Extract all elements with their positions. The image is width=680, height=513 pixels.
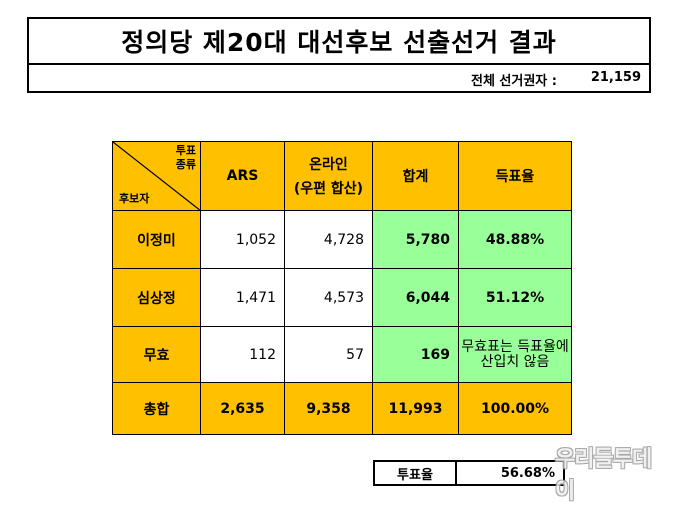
sum-row: 총합 2,635 9,358 11,993 100.00% bbox=[112, 382, 572, 435]
online-value: 4,728 bbox=[284, 210, 373, 269]
corner-top-line1: 투표 bbox=[175, 144, 196, 157]
header-total: 합계 bbox=[372, 141, 459, 211]
total-value: 6,044 bbox=[372, 268, 459, 327]
sum-ars: 2,635 bbox=[200, 382, 285, 435]
corner-bottom-label: 후보자 bbox=[119, 192, 150, 205]
table-row: 이정미 1,052 4,728 5,780 48.88% bbox=[112, 210, 572, 269]
turnout-value: 56.68% bbox=[500, 465, 555, 481]
candidate-name: 이정미 bbox=[112, 210, 201, 269]
ars-value: 1,471 bbox=[200, 268, 285, 327]
voter-count-bar: 전체 선거권자 : 21,159 bbox=[27, 65, 651, 93]
rate-value: 48.88% bbox=[458, 210, 572, 269]
total-value: 5,780 bbox=[372, 210, 459, 269]
ars-value: 1,052 bbox=[200, 210, 285, 269]
corner-top-label: 투표 종류 bbox=[176, 144, 196, 172]
page-title: 정의당 제20대 대선후보 선출선거 결과 bbox=[27, 17, 651, 65]
voter-count-value: 21,159 bbox=[590, 70, 641, 85]
sum-label: 총합 bbox=[112, 382, 201, 435]
sum-online: 9,358 bbox=[284, 382, 373, 435]
header-online-line2: (우편 합산) bbox=[293, 181, 364, 197]
ars-value: 112 bbox=[200, 326, 285, 383]
header-row: 투표 종류 후보자 ARS 온라인 (우편 합산) 합계 득표율 bbox=[112, 141, 572, 211]
header-ars: ARS bbox=[200, 141, 285, 211]
turnout-label: 투표율 bbox=[375, 462, 457, 484]
total-value: 169 bbox=[372, 326, 459, 383]
header-online-line1: 온라인 bbox=[309, 157, 348, 173]
sum-total: 11,993 bbox=[372, 382, 459, 435]
header-rate: 득표율 bbox=[458, 141, 572, 211]
watermark-logo: 우리들투데이 bbox=[555, 447, 652, 504]
diagonal-divider bbox=[113, 142, 201, 211]
turnout-box: 투표율 56.68% bbox=[373, 460, 565, 486]
table-row: 무효 112 57 169 무효표는 득표율에 산입치 않음 bbox=[112, 326, 572, 383]
invalid-note-line1: 무효표는 득표율에 bbox=[461, 338, 569, 355]
invalid-note: 무효표는 득표율에 산입치 않음 bbox=[458, 326, 572, 383]
invalid-label: 무효 bbox=[112, 326, 201, 383]
online-value: 4,573 bbox=[284, 268, 373, 327]
header-online: 온라인 (우편 합산) bbox=[284, 141, 373, 211]
invalid-note-line2: 산입치 않음 bbox=[480, 353, 550, 370]
candidate-name: 심상정 bbox=[112, 268, 201, 327]
voter-count-label: 전체 선거권자 : bbox=[470, 74, 557, 89]
results-table: 투표 종류 후보자 ARS 온라인 (우편 합산) 합계 득표율 이정미 1,0… bbox=[112, 141, 572, 435]
sum-rate: 100.00% bbox=[458, 382, 572, 435]
online-value: 57 bbox=[284, 326, 373, 383]
table-row: 심상정 1,471 4,573 6,044 51.12% bbox=[112, 268, 572, 327]
rate-value: 51.12% bbox=[458, 268, 572, 327]
corner-top-line2: 종류 bbox=[175, 158, 196, 171]
corner-cell: 투표 종류 후보자 bbox=[112, 141, 201, 211]
